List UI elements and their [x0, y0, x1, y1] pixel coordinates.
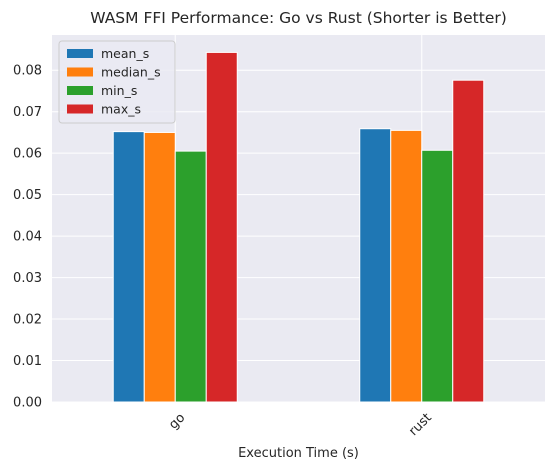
y-tick-label: 0.07 [13, 105, 42, 120]
bar-max_s-rust [452, 79, 485, 403]
x-tick-label: rust [406, 410, 435, 439]
bar-min_s-go [174, 150, 207, 403]
legend-box [58, 40, 176, 124]
legend-label: max_s [101, 102, 141, 117]
legend-label: min_s [101, 83, 137, 98]
y-tick-label: 0.05 [13, 188, 42, 203]
legend-label: median_s [101, 65, 161, 80]
y-tick-label: 0.03 [13, 271, 42, 286]
legend: mean_s median_s min_s max_s [58, 40, 176, 124]
bar-max_s-go [205, 51, 238, 403]
y-tick-label: 0.04 [13, 230, 42, 245]
bars [112, 51, 485, 403]
bar-median_s-go [143, 131, 176, 403]
legend-swatch [67, 86, 93, 95]
y-tick-label: 0.06 [13, 147, 42, 162]
x-axis-label: Execution Time (s) [238, 446, 359, 461]
legend-label: mean_s [101, 46, 149, 61]
y-axis-ticks: 0.00 0.01 0.02 0.03 0.04 0.05 0.06 0.07 0.08 [13, 64, 42, 411]
y-tick-label: 0.00 [13, 396, 42, 411]
chart-title: WASM FFI Performance: Go vs Rust (Shorte… [90, 9, 507, 27]
x-tick-label: go [166, 410, 188, 432]
bar-mean_s-go [112, 131, 145, 403]
legend-swatch [67, 67, 93, 77]
legend-swatch [67, 104, 93, 114]
y-tick-label: 0.02 [13, 313, 42, 328]
y-tick-label: 0.01 [13, 354, 42, 369]
bar-mean_s-rust [359, 128, 392, 403]
y-tick-label: 0.08 [13, 64, 42, 79]
legend-swatch [67, 49, 93, 58]
bar-median_s-rust [390, 129, 423, 403]
x-axis-ticks: go rust [166, 410, 435, 439]
bar-min_s-rust [421, 149, 454, 403]
